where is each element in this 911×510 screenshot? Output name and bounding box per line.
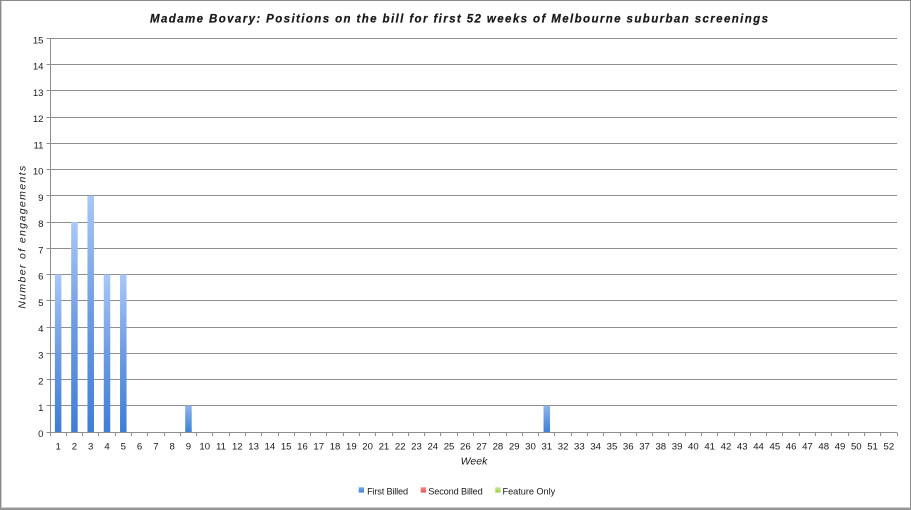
svg-text:7: 7 [153, 442, 158, 453]
svg-text:25: 25 [444, 442, 455, 453]
svg-text:8: 8 [38, 219, 43, 230]
svg-text:52: 52 [884, 442, 895, 453]
svg-text:27: 27 [476, 442, 487, 453]
svg-text:41: 41 [704, 442, 715, 453]
svg-text:18: 18 [330, 442, 341, 453]
svg-text:43: 43 [737, 442, 748, 453]
svg-text:17: 17 [313, 442, 324, 453]
svg-text:35: 35 [607, 442, 618, 453]
svg-text:19: 19 [346, 442, 357, 453]
svg-text:49: 49 [835, 442, 846, 453]
svg-text:0: 0 [38, 429, 43, 440]
svg-text:14: 14 [33, 62, 44, 73]
svg-text:Week: Week [461, 456, 488, 468]
svg-text:30: 30 [525, 442, 536, 453]
svg-text:15: 15 [33, 35, 44, 46]
svg-text:11: 11 [34, 140, 44, 151]
svg-text:Number of engagements: Number of engagements [17, 165, 29, 309]
svg-text:20: 20 [362, 442, 373, 453]
svg-text:16: 16 [297, 442, 308, 453]
svg-text:1: 1 [38, 403, 43, 414]
svg-text:12: 12 [33, 114, 44, 125]
svg-text:15: 15 [281, 442, 292, 453]
svg-text:26: 26 [460, 442, 471, 453]
svg-text:10: 10 [33, 167, 44, 178]
svg-text:First Billed: First Billed [367, 486, 408, 496]
svg-text:13: 13 [248, 442, 259, 453]
svg-text:6: 6 [137, 442, 142, 453]
svg-text:5: 5 [38, 298, 43, 309]
svg-text:9: 9 [38, 193, 43, 204]
svg-text:14: 14 [265, 442, 276, 453]
svg-text:8: 8 [169, 442, 174, 453]
svg-text:29: 29 [509, 442, 520, 453]
svg-text:36: 36 [623, 442, 634, 453]
svg-text:51: 51 [867, 442, 878, 453]
svg-text:22: 22 [395, 442, 406, 453]
svg-text:13: 13 [33, 88, 44, 99]
svg-text:21: 21 [379, 442, 390, 453]
svg-text:2: 2 [38, 377, 43, 388]
svg-text:42: 42 [721, 442, 732, 453]
svg-text:1: 1 [55, 442, 60, 453]
svg-text:9: 9 [186, 442, 191, 453]
svg-text:3: 3 [38, 350, 43, 361]
svg-text:48: 48 [818, 442, 829, 453]
svg-text:4: 4 [104, 442, 110, 453]
svg-text:37: 37 [639, 442, 650, 453]
svg-text:34: 34 [590, 442, 601, 453]
svg-text:7: 7 [38, 245, 43, 256]
svg-text:44: 44 [753, 442, 764, 453]
svg-text:47: 47 [802, 442, 813, 453]
svg-text:31: 31 [541, 442, 552, 453]
svg-text:46: 46 [786, 442, 797, 453]
svg-text:Feature Only: Feature Only [503, 486, 556, 496]
svg-text:5: 5 [121, 442, 126, 453]
svg-text:10: 10 [199, 442, 210, 453]
svg-text:45: 45 [770, 442, 781, 453]
svg-text:40: 40 [688, 442, 699, 453]
svg-text:3: 3 [88, 442, 93, 453]
svg-text:32: 32 [558, 442, 569, 453]
svg-text:24: 24 [427, 442, 438, 453]
svg-text:23: 23 [411, 442, 422, 453]
svg-text:2: 2 [72, 442, 77, 453]
svg-text:28: 28 [493, 442, 504, 453]
svg-text:33: 33 [574, 442, 585, 453]
svg-text:6: 6 [38, 272, 43, 283]
svg-text:38: 38 [655, 442, 666, 453]
svg-text:50: 50 [851, 442, 862, 453]
svg-text:4: 4 [38, 324, 44, 335]
svg-text:Madame Bovary: Positions on th: Madame Bovary: Positions on the bill for… [150, 13, 768, 25]
svg-text:12: 12 [232, 442, 243, 453]
svg-text:Second Billed: Second Billed [428, 486, 482, 496]
svg-text:39: 39 [672, 442, 683, 453]
svg-text:11: 11 [216, 442, 226, 453]
